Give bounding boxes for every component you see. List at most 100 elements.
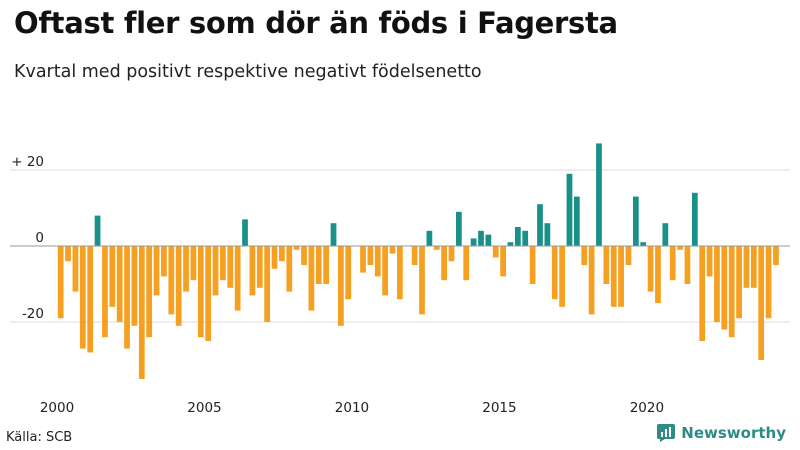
bar-negative	[500, 246, 506, 277]
chart-logo-icon	[657, 424, 676, 442]
bar-negative	[183, 246, 189, 292]
y-tick-label: + 20	[11, 154, 44, 170]
bar-negative	[448, 246, 455, 262]
bar-positive	[478, 230, 484, 246]
bar-negative	[308, 246, 315, 311]
bar-negative	[279, 246, 285, 262]
bar-positive	[596, 143, 602, 246]
bar-negative	[750, 246, 757, 288]
bar-positive	[566, 173, 573, 246]
bar-positive	[426, 230, 433, 246]
bar-negative	[374, 246, 381, 277]
bar-negative	[728, 246, 735, 338]
bar-positive	[573, 196, 580, 246]
source-note: Källa: SCB	[6, 430, 73, 445]
bar-negative	[758, 246, 765, 360]
bar-negative	[625, 246, 632, 265]
x-tick-label: 2015	[482, 400, 516, 416]
x-tick-label: 2000	[40, 400, 74, 416]
bar-negative	[116, 246, 123, 322]
bar-negative	[433, 246, 440, 250]
bar-positive	[522, 230, 529, 246]
bar-positive	[94, 215, 101, 246]
bar-negative	[382, 246, 389, 296]
bar-negative	[360, 246, 366, 273]
brand-name: Newsworthy	[681, 424, 786, 442]
y-tick-label: -20	[22, 306, 44, 322]
bar-positive	[330, 223, 337, 246]
bar-negative	[765, 246, 772, 319]
bar-negative	[743, 246, 750, 288]
bar-negative	[124, 246, 130, 349]
bar-negative	[65, 246, 71, 262]
bar-negative	[397, 246, 403, 300]
bar-negative	[87, 246, 94, 353]
bar-negative	[153, 246, 160, 296]
bar-negative	[212, 246, 219, 296]
bar-negative	[286, 246, 293, 292]
y-tick-label: 0	[35, 230, 44, 246]
bar-negative	[72, 246, 79, 292]
bar-negative	[57, 246, 64, 319]
bar-positive	[640, 242, 647, 246]
bar-negative	[256, 246, 263, 288]
bar-negative	[227, 246, 234, 288]
bar-negative	[197, 246, 204, 338]
bar-negative	[706, 246, 713, 277]
bar-negative	[618, 246, 624, 307]
chart-title: Oftast fler som dör än föds i Fagersta	[14, 6, 618, 40]
bar-negative	[441, 246, 447, 281]
bar-negative	[647, 246, 654, 292]
bar-negative	[345, 246, 352, 300]
bar-negative	[249, 246, 256, 296]
bar-negative	[610, 246, 617, 307]
bar-negative	[367, 246, 374, 265]
bar-positive	[514, 227, 521, 246]
bar-negative	[168, 246, 175, 315]
bar-negative	[669, 246, 676, 281]
bar-negative	[699, 246, 706, 341]
bar-positive	[662, 223, 669, 246]
bar-negative	[419, 246, 425, 315]
bar-negative	[205, 246, 212, 341]
bar-negative	[161, 246, 167, 277]
bar-positive	[242, 219, 248, 246]
bar-positive	[455, 211, 462, 246]
bar-negative	[146, 246, 153, 338]
bar-negative	[175, 246, 182, 326]
bar-negative	[559, 246, 565, 307]
bar-negative	[389, 246, 396, 254]
bar-negative	[271, 246, 278, 269]
bar-negative	[234, 246, 241, 311]
bar-negative	[338, 246, 344, 326]
bar-negative	[131, 246, 138, 326]
bar-positive	[537, 204, 543, 246]
bar-negative	[264, 246, 271, 322]
bar-negative	[220, 246, 226, 281]
bar-positive	[470, 238, 477, 246]
x-tick-label: 2010	[335, 400, 369, 416]
bar-negative	[109, 246, 116, 307]
bar-positive	[507, 242, 514, 246]
bar-negative	[677, 246, 683, 250]
chart-subtitle: Kvartal med positivt respektive negativt…	[14, 62, 482, 82]
bar-negative	[411, 246, 418, 265]
bar-negative	[79, 246, 86, 349]
bar-negative	[736, 246, 742, 319]
bar-negative	[190, 246, 197, 281]
bar-negative	[603, 246, 610, 284]
bar-negative	[581, 246, 588, 265]
bar-negative	[323, 246, 330, 284]
bar-negative	[655, 246, 661, 303]
bar-negative	[301, 246, 307, 265]
bar-negative	[102, 246, 108, 338]
bar-negative	[684, 246, 691, 284]
x-tick-label: 2020	[630, 400, 664, 416]
bar-negative	[315, 246, 322, 284]
bar-positive	[632, 196, 639, 246]
bar-negative	[138, 246, 145, 379]
bar-negative	[492, 246, 499, 258]
bar-negative	[293, 246, 300, 250]
bar-negative	[529, 246, 536, 284]
